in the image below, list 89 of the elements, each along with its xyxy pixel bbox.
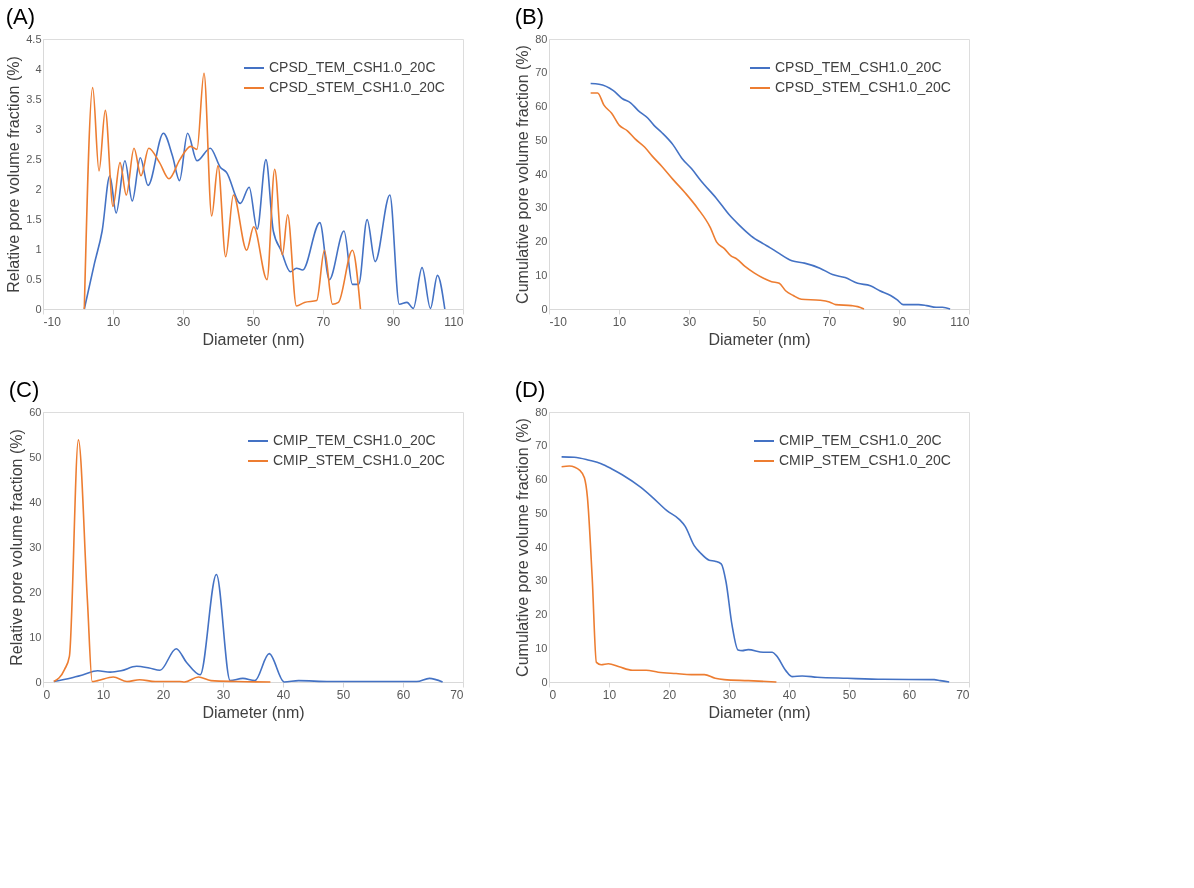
x-axis-title: Diameter (nm) [202, 330, 305, 348]
x-tick-label: 40 [276, 687, 291, 702]
y-tick-label: 70 [535, 439, 548, 452]
line-series [83, 132, 446, 310]
y-tick-label: 2.5 [26, 152, 42, 165]
line-series [53, 439, 272, 683]
y-tick-label: 1 [35, 242, 42, 255]
chart-title: (C) [8, 377, 40, 402]
legend-label: CMIP_STEM_CSH1.0_20C [273, 452, 445, 468]
legend-label: CPSD_TEM_CSH1.0_20C [775, 59, 942, 75]
legend-label: CPSD_STEM_CSH1.0_20C [269, 79, 445, 95]
x-tick-label: 10 [96, 687, 111, 702]
x-tick-label: -10 [549, 314, 568, 329]
y-tick-label: 50 [535, 506, 548, 519]
y-tick-label: 0 [541, 675, 548, 688]
y-tick-label: 40 [535, 167, 548, 180]
y-tick-label: 0 [35, 675, 42, 688]
y-tick-label: 3.5 [26, 92, 42, 105]
y-tick-label: 0.5 [26, 272, 42, 285]
legend-label: CPSD_STEM_CSH1.0_20C [775, 79, 951, 95]
x-tick-label: 10 [106, 314, 121, 329]
y-tick-label: 70 [535, 66, 548, 79]
y-tick-label: 80 [535, 32, 548, 45]
y-tick-label: 20 [535, 235, 548, 247]
x-tick-label: 110 [950, 314, 970, 329]
legend-label: CMIP_TEM_CSH1.0_20C [273, 432, 436, 448]
x-tick-label: 50 [246, 314, 261, 329]
y-tick-label: 20 [535, 608, 548, 620]
x-tick-label: 50 [842, 687, 857, 702]
x-tick-label: 110 [444, 314, 464, 329]
x-tick-label: 90 [892, 314, 907, 329]
y-tick-label: 60 [535, 473, 548, 485]
x-axis-title: Diameter (nm) [202, 703, 305, 721]
y-axis-title: Relative pore volume fraction (%) [5, 56, 23, 293]
y-tick-label: 4 [35, 62, 42, 75]
x-tick-label: 20 [662, 687, 677, 702]
y-axis-title: Cumulative pore volume fraction (%) [514, 418, 532, 677]
y-tick-label: 40 [29, 495, 42, 508]
y-tick-label: 10 [535, 641, 548, 654]
x-tick-label: 60 [902, 687, 917, 702]
line-series [560, 456, 950, 683]
y-tick-label: 40 [535, 540, 548, 553]
y-tick-label: 1.5 [26, 212, 42, 225]
x-tick-label: 10 [612, 314, 627, 329]
y-tick-label: 50 [535, 133, 548, 146]
x-tick-label: 40 [782, 687, 797, 702]
line-series [53, 573, 444, 683]
y-axis-title: Cumulative pore volume fraction (%) [514, 45, 532, 304]
y-tick-label: 10 [29, 630, 42, 643]
chart-title: (A) [5, 4, 36, 29]
y-tick-label: 2 [35, 182, 42, 195]
x-tick-label: 90 [386, 314, 401, 329]
x-tick-label: -10 [43, 314, 62, 329]
x-axis-title: Diameter (nm) [708, 330, 811, 348]
legend-label: CMIP_STEM_CSH1.0_20C [779, 452, 951, 468]
x-tick-label: 10 [602, 687, 617, 702]
legend-label: CMIP_TEM_CSH1.0_20C [779, 432, 942, 448]
y-tick-label: 30 [29, 540, 42, 553]
y-tick-label: 80 [535, 405, 548, 418]
x-tick-label: 20 [156, 687, 171, 702]
x-tick-label: 30 [722, 687, 737, 702]
line-series [589, 82, 951, 310]
x-tick-label: 70 [956, 687, 970, 702]
x-tick-label: 30 [176, 314, 191, 329]
y-tick-label: 10 [535, 268, 548, 281]
x-axis-title: Diameter (nm) [708, 703, 811, 721]
y-tick-label: 0 [35, 302, 42, 315]
x-tick-label: 70 [316, 314, 331, 329]
y-tick-label: 60 [535, 100, 548, 112]
x-tick-label: 50 [752, 314, 767, 329]
y-tick-label: 4.5 [26, 32, 42, 45]
x-tick-label: 60 [396, 687, 411, 702]
y-axis-title: Relative pore volume fraction (%) [8, 429, 26, 666]
y-tick-label: 3 [35, 122, 42, 135]
y-tick-label: 0 [541, 302, 548, 315]
y-tick-label: 20 [29, 585, 42, 598]
y-tick-label: 60 [29, 405, 42, 418]
line-series [560, 465, 778, 683]
y-tick-label: 30 [535, 574, 548, 587]
x-tick-label: 30 [682, 314, 697, 329]
x-tick-label: 70 [822, 314, 837, 329]
legend-label: CPSD_TEM_CSH1.0_20C [269, 59, 436, 75]
x-tick-label: 30 [216, 687, 231, 702]
x-tick-label: 50 [336, 687, 351, 702]
chart-title: (D) [514, 377, 546, 402]
chart-title: (B) [514, 4, 545, 29]
x-tick-label: 70 [450, 687, 464, 702]
y-tick-label: 50 [29, 450, 42, 463]
y-tick-label: 30 [535, 201, 548, 214]
